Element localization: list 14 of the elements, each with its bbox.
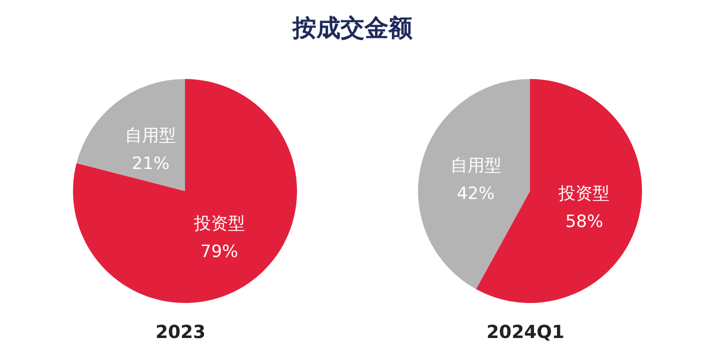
data-label: 21% [132, 154, 170, 174]
pie-slice [418, 79, 530, 290]
data-label: 79% [200, 242, 238, 262]
pie-slice [73, 79, 297, 303]
slice-label: 投资型 [192, 214, 245, 234]
text: 2023 [154, 322, 207, 343]
data-label: 58% [565, 212, 604, 232]
text: 按成交金额 [292, 13, 412, 44]
slice-label: 投资型 [558, 184, 610, 204]
pie-slice [76, 79, 185, 191]
slice-label: 自用型 [450, 156, 502, 176]
data-label: 42% [456, 184, 495, 204]
slice-label: 自用型 [125, 126, 176, 146]
text: 2024Q1 [486, 322, 566, 343]
